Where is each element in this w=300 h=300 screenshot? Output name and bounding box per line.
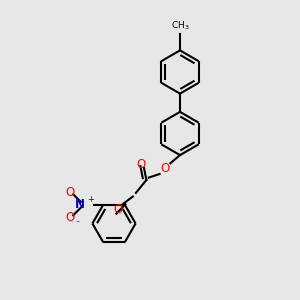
Text: -: - [75,216,79,226]
Text: O: O [66,186,75,199]
Text: O: O [136,158,146,171]
Text: +: + [87,195,94,204]
Text: O: O [160,162,169,175]
Text: CH$_3$: CH$_3$ [171,19,189,32]
Text: N: N [75,198,85,211]
Text: O: O [113,202,122,216]
Text: O: O [66,211,75,224]
